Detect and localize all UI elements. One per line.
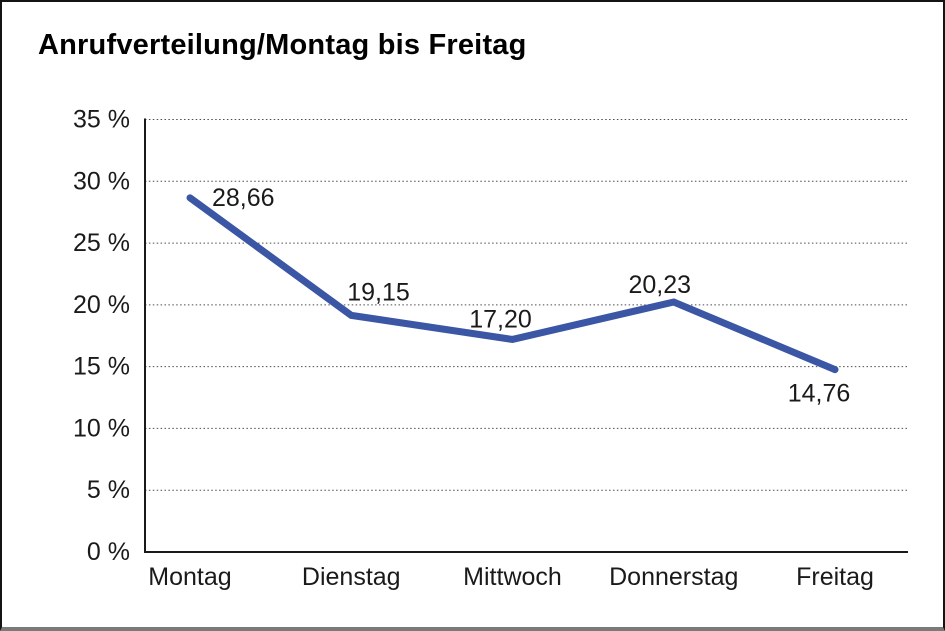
x-tick-label: Montag (148, 563, 231, 591)
x-tick-label: Donnerstag (609, 563, 738, 591)
data-line-Anrufverteilung (186, 194, 839, 374)
y-tick-label: 30 % (73, 167, 130, 195)
data-label: 20,23 (628, 271, 691, 299)
y-tick-label: 5 % (87, 476, 130, 504)
x-tick-label: Freitag (796, 563, 874, 591)
y-tick-label: 10 % (73, 414, 130, 442)
chart-title: Anrufverteilung/Montag bis Freitag (38, 29, 527, 61)
y-tick-label: 15 % (73, 353, 130, 381)
y-tick-label: 35 % (73, 106, 130, 134)
data-label: 28,66 (212, 184, 275, 212)
x-tick-label: Mittwoch (463, 563, 562, 591)
y-tick-label: 20 % (73, 291, 130, 319)
data-label: 14,76 (788, 380, 851, 408)
y-tick-label: 0 % (87, 538, 130, 566)
y-tick-label: 25 % (73, 229, 130, 257)
x-tick-label: Dienstag (302, 563, 401, 591)
data-label: 17,20 (469, 305, 532, 333)
data-label: 19,15 (347, 278, 410, 306)
